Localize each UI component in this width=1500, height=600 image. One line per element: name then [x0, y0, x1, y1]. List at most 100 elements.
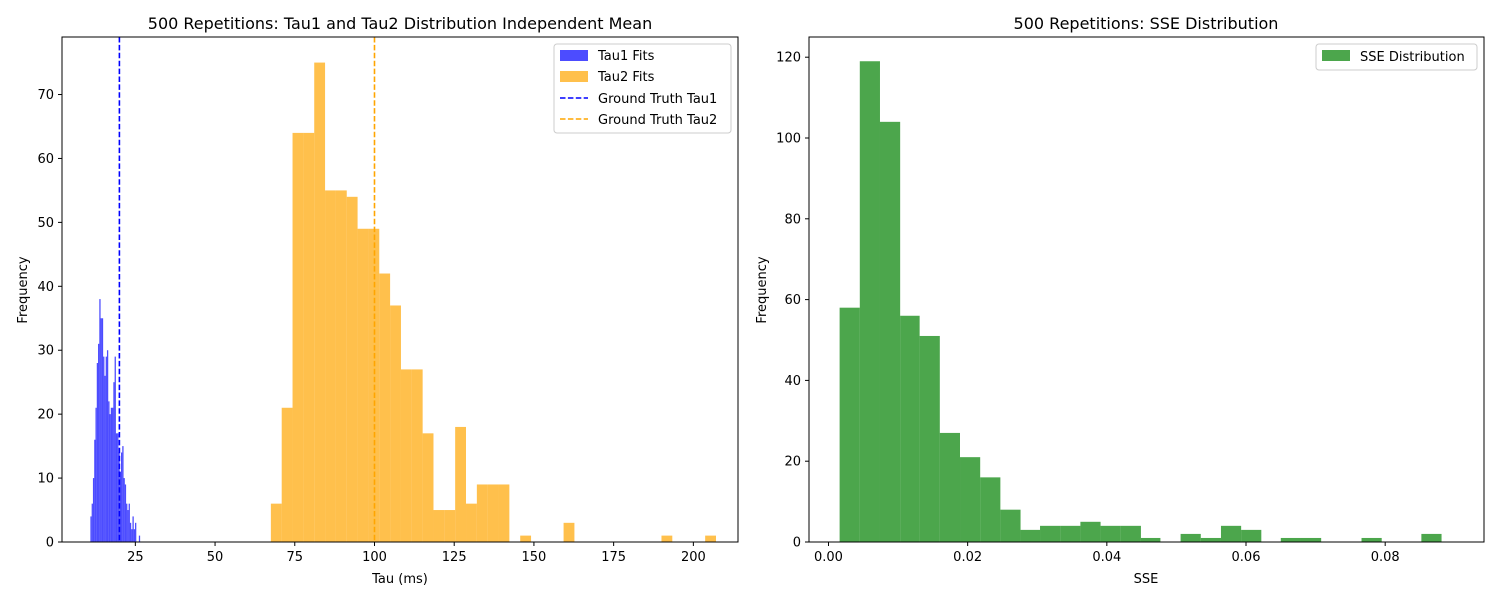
tau2-fits-bar-23: [563, 522, 575, 542]
x-tick-label: 175: [601, 550, 626, 565]
tau1-fits-bar-12: [105, 356, 107, 542]
tau1-fits-bar-6: [98, 343, 100, 542]
tau2-fits-bar-22: [520, 535, 532, 542]
legend: SSE Distribution: [1315, 43, 1478, 71]
tau2-fits-bar-5: [325, 190, 336, 543]
x-axis-label: Tau (ms): [371, 572, 428, 587]
y-tick-label: 40: [784, 374, 801, 389]
sse-distribution-bar-10: [1040, 525, 1061, 542]
tau1-fits-bar-13: [106, 350, 109, 542]
tau1-fits-bar-20: [115, 433, 118, 542]
sse-distribution-bar-14: [1120, 525, 1141, 542]
tau1-fits-bar-26: [123, 478, 125, 542]
sse-distribution-bar-12: [1080, 521, 1101, 542]
chart-title: 500 Repetitions: SSE Distribution: [1014, 14, 1279, 33]
tau1-fits-bar-34: [133, 529, 136, 542]
tau2-fits-bar-14: [422, 433, 434, 542]
tau1-fits-bar-3: [94, 439, 96, 542]
y-tick-label: 10: [37, 472, 54, 487]
y-tick-label: 60: [37, 152, 54, 167]
tau2-fits-bar-10: [379, 273, 391, 542]
tau2-fits-bar-16: [444, 510, 456, 542]
tau1-fits-bar-16: [110, 407, 113, 542]
tau1-fits-bar-17: [112, 407, 114, 542]
sse-distribution-bar-13: [1100, 525, 1121, 542]
tau1-fits-bar-14: [108, 401, 110, 542]
tau1-fits-bar-9: [101, 318, 104, 542]
sse-distribution-bar-8: [1000, 509, 1021, 542]
y-axis-label: Frequency: [755, 256, 770, 323]
tau2-fits-bar-20: [487, 484, 499, 542]
tau1-fits-bar-25: [122, 446, 124, 542]
x-tick-label: 100: [362, 550, 387, 565]
tau1-fits-bar-15: [109, 414, 111, 542]
sse-distribution-bar-5: [939, 432, 960, 542]
tau2-fits-bar-21: [498, 484, 510, 542]
y-tick-label: 0: [793, 536, 801, 551]
y-tick-label: 30: [37, 344, 54, 359]
x-tick-label: 0.04: [1092, 550, 1121, 565]
tau1-fits-bar-4: [95, 407, 97, 542]
y-tick-label: 70: [37, 88, 54, 103]
tau2-fits-bar-7: [346, 196, 358, 542]
tau1-fits-bar-10: [103, 356, 105, 542]
tau1-fits-bar-21: [117, 433, 119, 542]
chart-title: 500 Repetitions: Tau1 and Tau2 Distribut…: [148, 14, 652, 33]
tau2-fits-bar-18: [466, 503, 477, 542]
tau1-fits-bar-28: [126, 503, 128, 542]
legend: Tau1 Fits Tau2 Fits Ground Truth Tau1 Gr…: [553, 43, 732, 134]
tau1-fits-bar-29: [127, 510, 129, 542]
tau2-fits-bar-11: [390, 305, 401, 542]
legend-box: [553, 43, 732, 134]
legend-swatch-sse-distribution: [1322, 50, 1350, 61]
sse-distribution-bar-9: [1020, 529, 1041, 542]
tau1-fits-bar-38: [138, 535, 141, 542]
tau1-fits-bar-23: [119, 471, 121, 542]
tau1-fits-bar-18: [113, 382, 115, 542]
legend-label-tau1-fits: Tau1 Fits: [597, 49, 655, 64]
legend-box: [1315, 43, 1478, 71]
x-tick-label: 75: [287, 550, 304, 565]
tau1-fits-bar-0: [90, 516, 92, 542]
plot-area: [90, 37, 716, 543]
x-tick-label: 200: [681, 550, 706, 565]
legend-swatch-tau1-fits: [560, 50, 588, 61]
sse-distribution-bar-19: [1220, 525, 1242, 542]
x-tick-label: 25: [127, 550, 144, 565]
tau1-fits-bar-19: [114, 356, 116, 542]
x-tick-label: 50: [207, 550, 224, 565]
sse-distribution-bar-29: [1421, 533, 1442, 542]
tau2-fits-bar-1: [281, 407, 293, 542]
tau1-fits-bar-5: [96, 363, 99, 542]
tau2-fits-bar-13: [411, 369, 423, 542]
sse-distribution-bar-20: [1241, 529, 1262, 542]
y-tick-label: 20: [784, 455, 801, 470]
tau1-fits-bar-30: [128, 503, 130, 542]
plot-area: [839, 61, 1442, 543]
sse-distribution-bar-4: [919, 335, 940, 542]
y-tick-label: 100: [776, 132, 801, 147]
sse-distribution-bar-17: [1180, 533, 1201, 542]
tau2-fits-bar-0: [270, 503, 282, 542]
tau2-fits-bar-12: [400, 369, 412, 542]
tau1-fits-bar-31: [129, 522, 132, 542]
tau2-fits-bar-2: [292, 132, 304, 542]
sse-distribution-bar-18: [1200, 537, 1221, 542]
tau1-fits-bar-24: [120, 452, 123, 542]
sse-distribution-bar-7: [980, 477, 1001, 542]
y-tick-label: 60: [784, 293, 801, 308]
tau2-fits-bar-4: [314, 62, 326, 542]
tau1-fits-bar-33: [132, 516, 134, 542]
y-axis-label: Frequency: [16, 256, 31, 323]
tau2-fits-bar-8: [357, 228, 369, 542]
sse-distribution-bar-22: [1280, 537, 1301, 542]
tau1-fits-bar-35: [135, 522, 137, 542]
y-tick-label: 120: [776, 51, 801, 66]
tau2-fits-bar-15: [433, 510, 445, 542]
x-axis-label: SSE: [1134, 572, 1159, 587]
y-tick-label: 40: [37, 280, 54, 295]
x-tick-label: 150: [522, 550, 547, 565]
axis-ticks: 0.00 0.02 0.04 0.06 0.08 0 20 40 60 80 100 120: [776, 51, 1399, 565]
sse-distribution-bar-2: [879, 121, 901, 542]
